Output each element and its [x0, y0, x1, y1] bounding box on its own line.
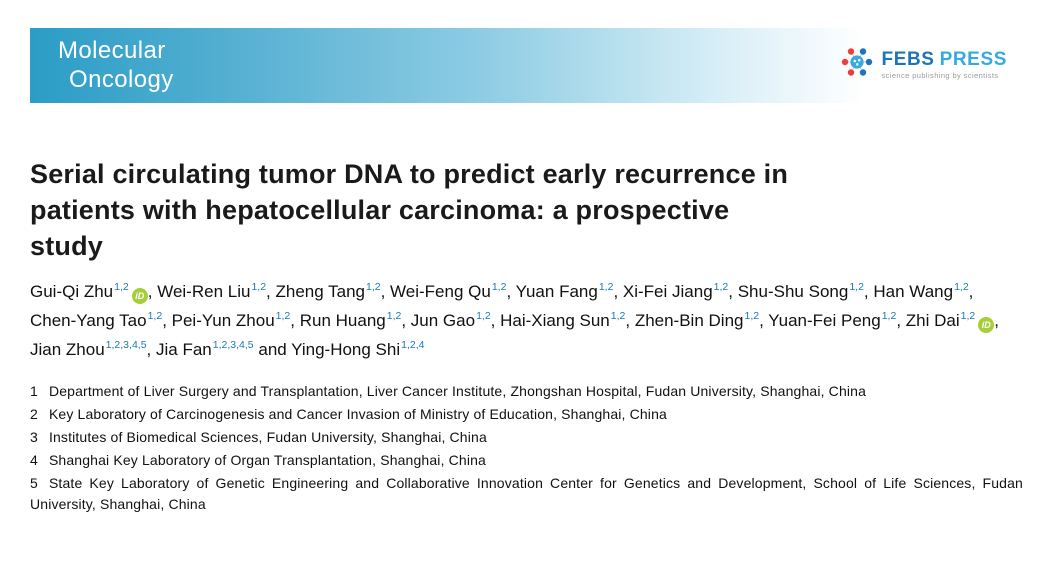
- journal-banner: Molecular Oncology: [30, 28, 1023, 103]
- affiliation: 4 Shanghai Key Laboratory of Organ Transp…: [30, 450, 1023, 471]
- publisher-name-febs: FEBS: [881, 48, 935, 70]
- author-name: Zheng Tang: [275, 282, 365, 301]
- affiliation-list: 1 Department of Liver Surgery and Transpl…: [30, 381, 1023, 515]
- affiliation-number: 3: [30, 429, 38, 445]
- author-affiliation-superscript: 1,2: [147, 310, 163, 323]
- author-affiliation-superscript: 1,2: [386, 310, 402, 323]
- author-name: Ying-Hong Shi: [291, 340, 401, 359]
- author-name: Jian Zhou: [30, 340, 105, 359]
- author-affiliation-superscript: 1,2: [365, 281, 381, 294]
- author-name: Chen-Yang Tao: [30, 311, 147, 330]
- author-name: Yuan-Fei Peng: [768, 311, 881, 330]
- article-title-line1: Serial circulating tumor DNA to predict …: [30, 159, 789, 189]
- journal-name: Molecular Oncology: [58, 36, 174, 94]
- author-affiliation-superscript: 1,2: [849, 281, 864, 294]
- journal-name-line2: Oncology: [69, 66, 174, 93]
- affiliation: 3 Institutes of Biomedical Sciences, Fuda…: [30, 427, 1023, 448]
- febs-molecule-icon: [839, 44, 875, 85]
- author-name: Yuan Fang: [515, 282, 598, 301]
- author-name: Wei-Feng Qu: [390, 282, 491, 301]
- author-name: Run Huang: [299, 311, 386, 330]
- author-affiliation-superscript: 1,2,3,4,5: [105, 339, 147, 352]
- author-affiliation-superscript: 1,2: [744, 310, 760, 323]
- orcid-icon[interactable]: iD: [978, 317, 995, 333]
- publisher-logo: FEBS PRESS science publishing by scientis…: [839, 44, 1008, 85]
- affiliation: 2 Key Laboratory of Carcinogenesis and Ca…: [30, 404, 1023, 425]
- author-name: Jia Fan: [156, 340, 212, 359]
- article-title: Serial circulating tumor DNA to predict …: [30, 156, 1023, 264]
- journal-name-line1: Molecular: [58, 37, 166, 64]
- author-affiliation-superscript: 1,2: [491, 281, 507, 294]
- publisher-name-press: PRESS: [939, 48, 1007, 70]
- affiliation-text: Key Laboratory of Carcinogenesis and Can…: [48, 406, 667, 422]
- author-affiliation-superscript: 1,2: [476, 310, 491, 323]
- author-affiliation-superscript: 1,2: [954, 281, 969, 294]
- affiliation-number: 2: [30, 406, 38, 422]
- author-name: Shu-Shu Song: [737, 282, 849, 301]
- author-name: Wei-Ren Liu: [157, 282, 251, 301]
- author-affiliation-superscript: 1,2: [598, 281, 614, 294]
- affiliation-text: Department of Liver Surgery and Transpla…: [48, 383, 867, 399]
- author-affiliation-superscript: 1,2,3,4,5: [212, 339, 254, 352]
- affiliation-text: State Key Laboratory of Genetic Engineer…: [30, 475, 1023, 512]
- author-affiliation-superscript: 1,2: [275, 310, 291, 323]
- author-affiliation-superscript: 1,2: [114, 281, 129, 294]
- author-affiliation-superscript: 1,2: [713, 281, 729, 294]
- author-list: Gui-Qi Zhu1,2iD, Wei-Ren Liu1,2, Zheng T…: [30, 281, 999, 359]
- author-name: Zhen-Bin Ding: [634, 311, 744, 330]
- publisher-tagline: science publishing by scientists: [881, 70, 999, 80]
- author-name: Jun Gao: [410, 311, 476, 330]
- affiliation: 1 Department of Liver Surgery and Transpl…: [30, 381, 1023, 402]
- author-affiliation-superscript: 1,2: [610, 310, 626, 323]
- article-title-line2: patients with hepatocellular carcinoma: …: [30, 195, 730, 225]
- author-name: Pei-Yun Zhou: [171, 311, 275, 330]
- affiliation-number: 5: [30, 475, 38, 491]
- author-name: Hai-Xiang Sun: [500, 311, 610, 330]
- article-title-line3: study: [30, 231, 104, 261]
- author-name: Han Wang: [873, 282, 954, 301]
- publisher-text: FEBS PRESS science publishing by scientis…: [881, 48, 1008, 80]
- author-affiliation-superscript: 1,2: [251, 281, 267, 294]
- affiliation-text: Institutes of Biomedical Sciences, Fudan…: [48, 429, 487, 445]
- affiliation-number: 1: [30, 383, 38, 399]
- author-name: Gui-Qi Zhu: [30, 282, 114, 301]
- author-affiliation-superscript: 1,2,4: [401, 339, 425, 352]
- affiliation: 5 State Key Laboratory of Genetic Enginee…: [30, 473, 1023, 515]
- author-affiliation-superscript: 1,2: [881, 310, 897, 323]
- author-name: Xi-Fei Jiang: [622, 282, 713, 301]
- affiliation-text: Shanghai Key Laboratory of Organ Transpl…: [48, 452, 486, 468]
- orcid-icon[interactable]: iD: [131, 288, 148, 304]
- affiliation-number: 4: [30, 452, 38, 468]
- publisher-name: FEBS PRESS: [881, 48, 1008, 70]
- author-affiliation-superscript: 1,2: [960, 310, 976, 323]
- author-name: Zhi Dai: [905, 311, 960, 330]
